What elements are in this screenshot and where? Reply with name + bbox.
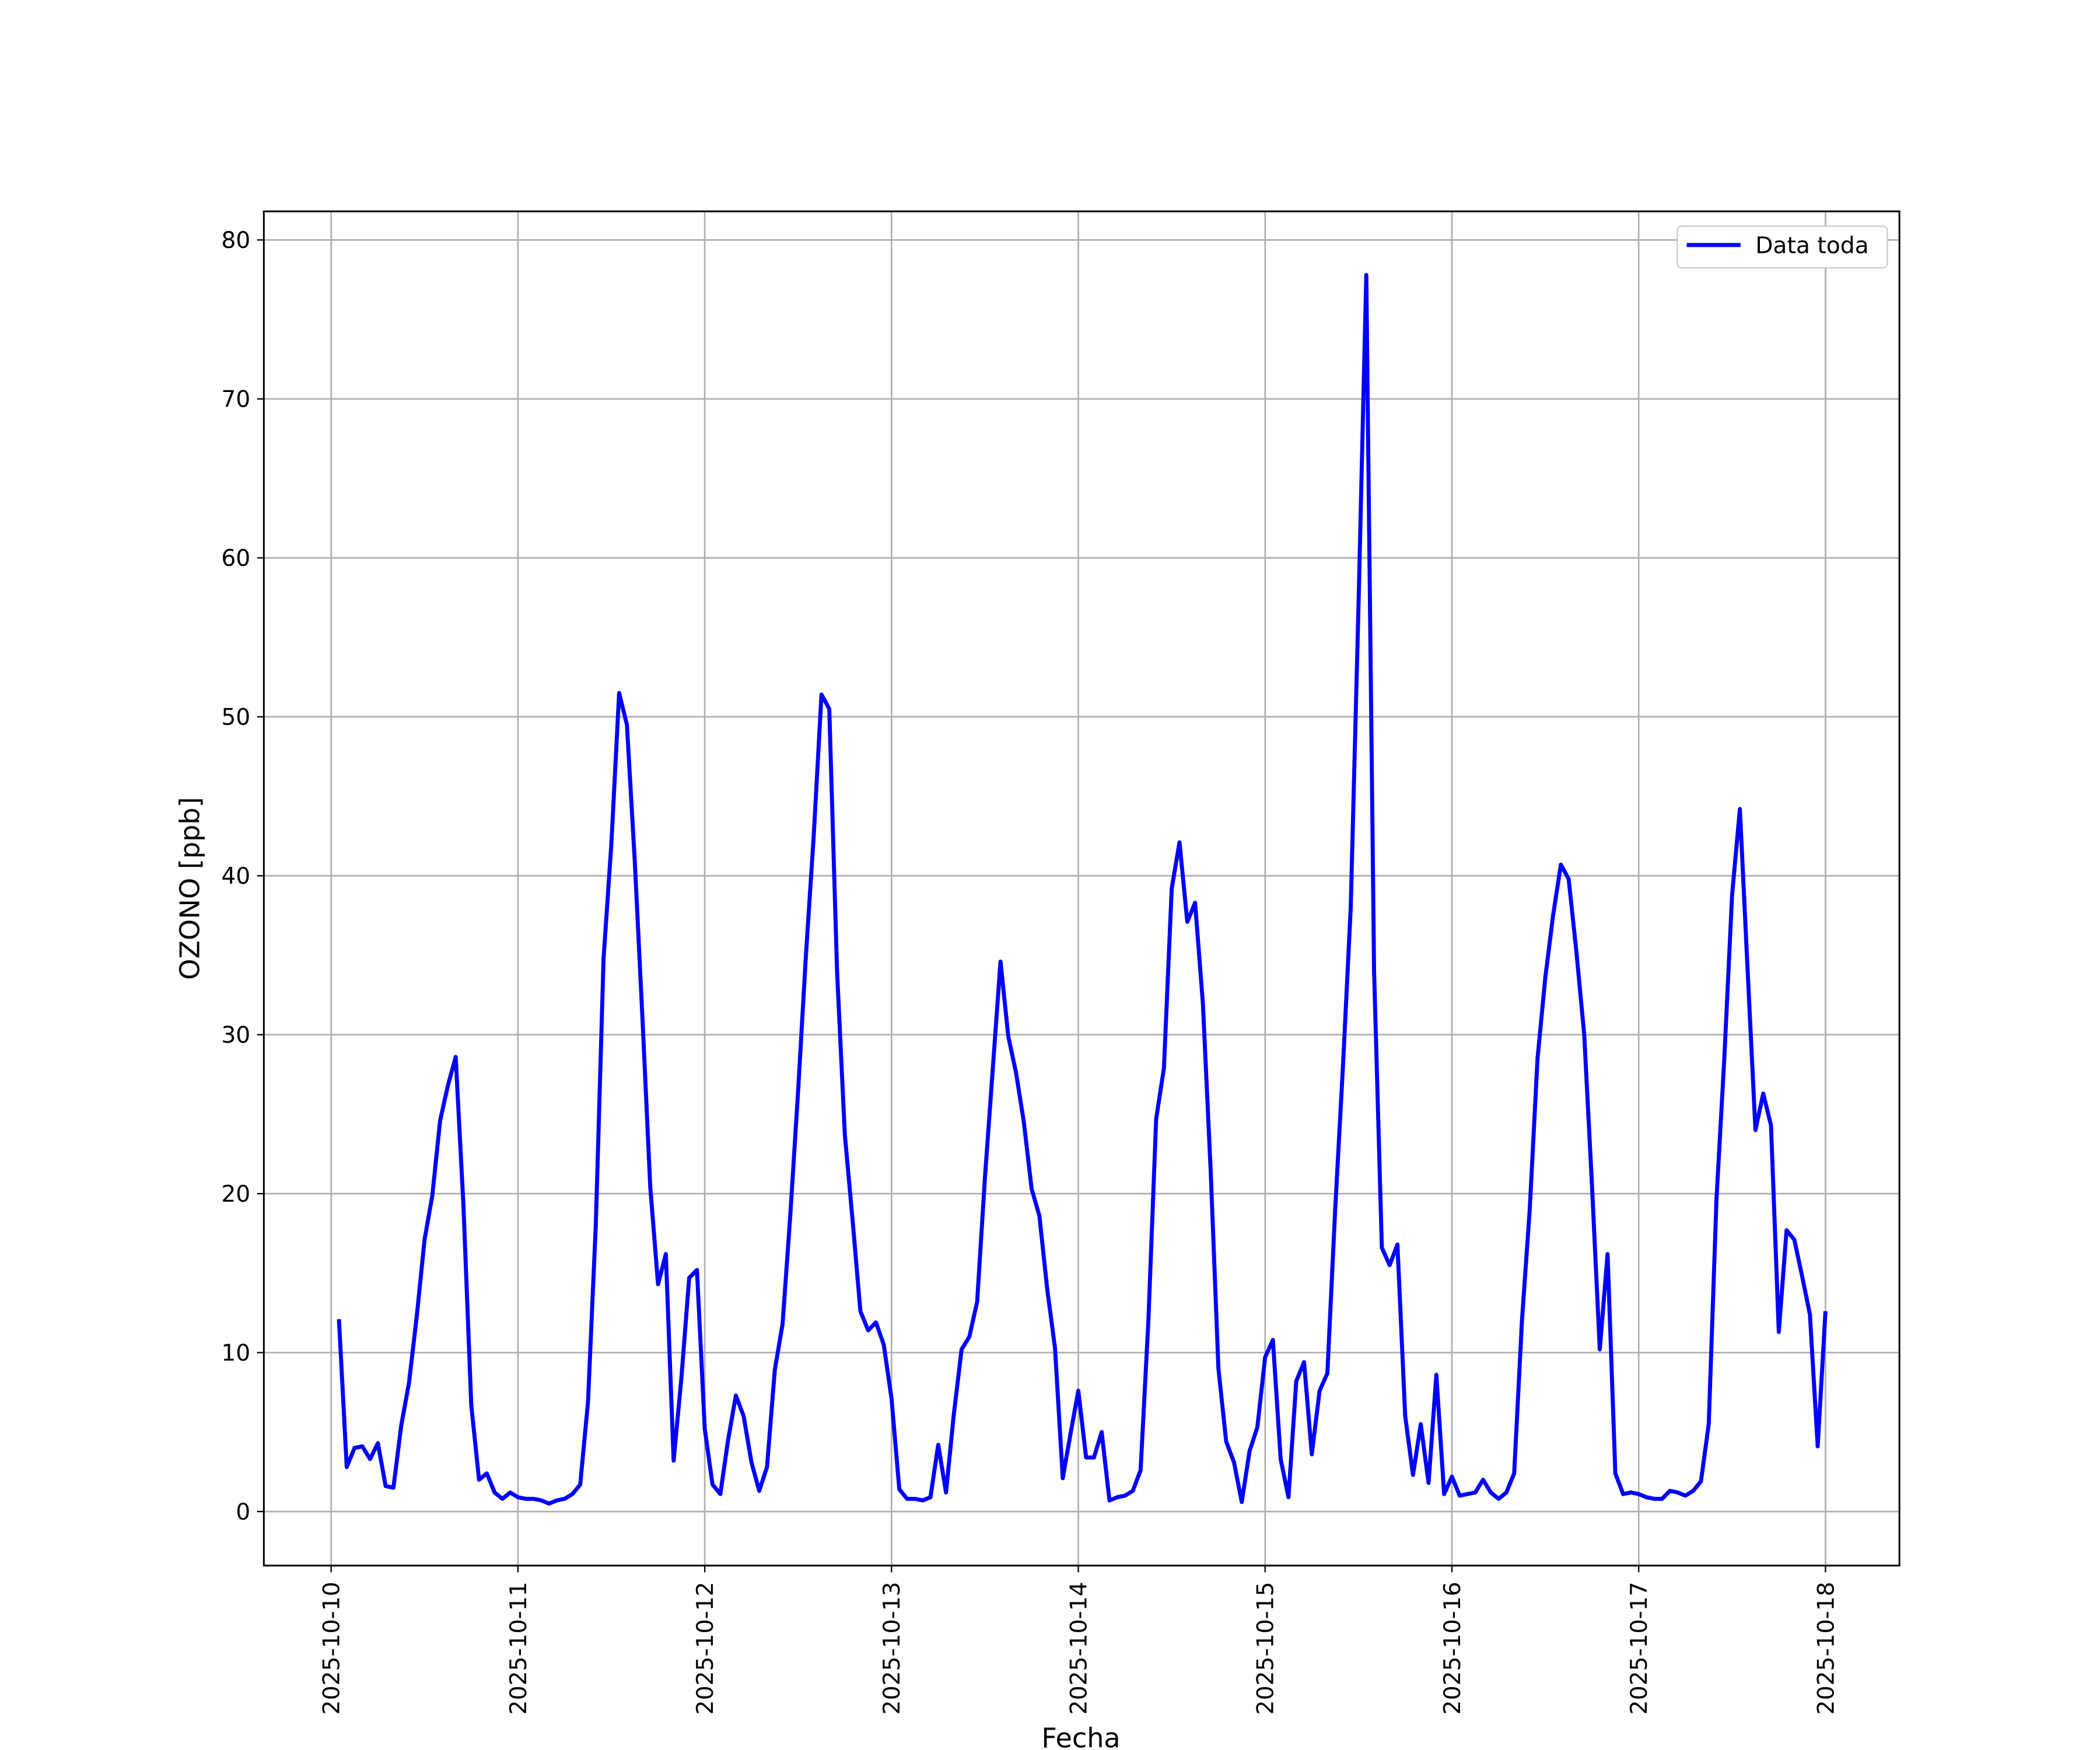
x-tick-label: 2025-10-17 [1626,1582,1653,1715]
y-tick-label: 10 [221,1340,250,1367]
legend-label: Data toda [1755,233,1868,259]
y-tick-label: 60 [221,545,250,572]
legend-box [1676,225,1888,269]
y-tick-label: 50 [221,705,250,731]
x-axis-label: Fecha [1041,1722,1120,1750]
y-tick-label: 40 [221,863,250,890]
y-tick-label: 70 [221,387,250,413]
y-axis-label: OZONO [ppb] [174,797,206,980]
x-tick-label: 2025-10-18 [1813,1582,1839,1715]
x-tick-label: 2025-10-10 [319,1582,345,1715]
x-tick-label: 2025-10-12 [692,1582,719,1715]
x-tick-label: 2025-10-14 [1066,1582,1092,1715]
x-tick-label: 2025-10-15 [1253,1582,1279,1715]
x-tick-label: 2025-10-16 [1440,1582,1466,1715]
legend: Data toda [1676,225,1888,269]
y-tick-label: 30 [221,1023,250,1049]
x-tick-label: 2025-10-13 [879,1582,905,1715]
y-tick-label: 80 [221,228,250,254]
plot-frame [262,210,1901,1567]
y-tick-label: 20 [221,1181,250,1208]
data-line [337,272,1828,1506]
x-tick-label: 2025-10-11 [506,1582,532,1715]
y-tick-label: 0 [236,1499,250,1525]
